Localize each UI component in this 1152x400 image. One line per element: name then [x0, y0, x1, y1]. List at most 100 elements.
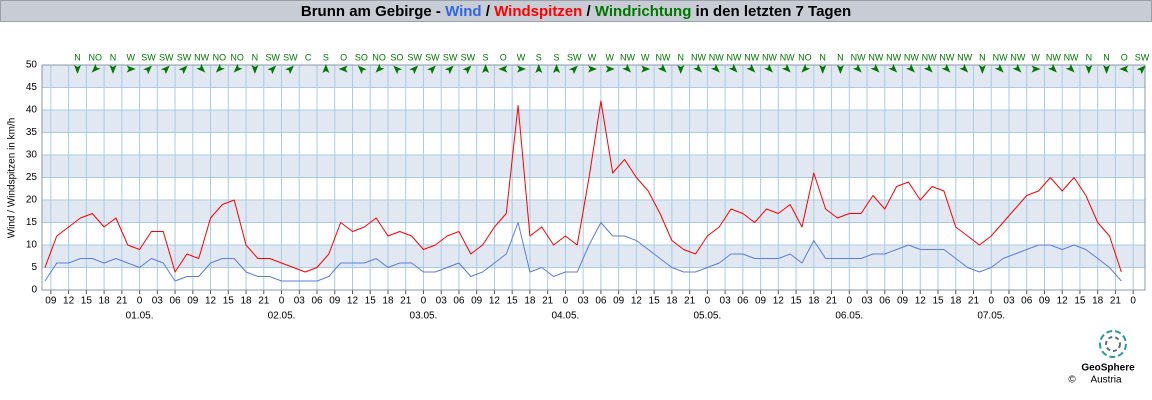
- x-tick-label: 03: [861, 296, 873, 307]
- y-tick-label: 25: [26, 172, 38, 183]
- band: [42, 245, 1145, 268]
- wind-direction-label: W: [126, 52, 135, 62]
- wind-direction-arrow: [657, 63, 667, 73]
- wind-direction-label: SW: [177, 52, 192, 62]
- wind-direction-label: N: [819, 52, 826, 62]
- wind-direction-label: NW: [1010, 52, 1025, 62]
- band: [42, 200, 1145, 223]
- wind-direction-arrow: [693, 63, 703, 73]
- wind-direction-label: NW: [904, 52, 919, 62]
- x-tick-label: 18: [240, 296, 252, 307]
- wind-direction-label: SW: [443, 52, 458, 62]
- title-part: Windspitzen: [494, 3, 582, 20]
- wind-direction-arrow: [941, 63, 951, 73]
- x-tick-label: 12: [915, 296, 927, 307]
- x-tick-label: 21: [826, 296, 838, 307]
- wind-direction-arrow: [710, 63, 720, 73]
- logo-mark: [1105, 336, 1121, 352]
- wind-direction-arrow: [498, 65, 508, 73]
- wind-direction-arrow: [482, 64, 490, 73]
- wind-direction-arrow: [836, 65, 844, 74]
- chart-title: Brunn am Gebirge - Wind / Windspitzen / …: [301, 3, 851, 20]
- x-tick-label: 15: [507, 296, 519, 307]
- x-tick-label: 18: [382, 296, 394, 307]
- wind-direction-label: SW: [567, 52, 582, 62]
- wind-direction-label: N: [837, 52, 844, 62]
- wind-direction-label: O: [340, 52, 347, 62]
- wind-direction-arrow: [1103, 65, 1111, 74]
- x-tick-label: 06: [1021, 296, 1033, 307]
- x-tick-label: 15: [932, 296, 944, 307]
- wind-direction-arrow: [764, 63, 773, 73]
- x-tick-label: 03: [1003, 296, 1015, 307]
- wind-direction-label: NW: [939, 52, 954, 62]
- title-part: in den letzten 7 Tagen: [691, 3, 851, 20]
- wind-direction-arrow: [923, 63, 933, 73]
- y-tick-label: 5: [31, 262, 37, 273]
- wind-direction-label: NW: [691, 52, 706, 62]
- x-tick-label: 09: [329, 296, 341, 307]
- x-tick-label: 18: [1092, 296, 1104, 307]
- wind-direction-label: SW: [461, 52, 476, 62]
- wind-direction-label: O: [1121, 52, 1128, 62]
- logo-mark: [1099, 330, 1127, 358]
- x-tick-label: 12: [631, 296, 643, 307]
- x-tick-label: 0: [847, 296, 853, 307]
- wind-direction-label: SW: [159, 52, 174, 62]
- y-tick-label: 40: [26, 105, 38, 116]
- wind-direction-arrow: [1048, 63, 1057, 73]
- wind-direction-arrow: [1012, 63, 1022, 73]
- wind-direction-label: SW: [1135, 52, 1150, 62]
- wind-direction-label: NW: [744, 52, 759, 62]
- wind-direction-label: N: [74, 52, 81, 62]
- x-tick-label: 15: [649, 296, 661, 307]
- wind-direction-arrow: [338, 65, 348, 73]
- wind-direction-arrow: [677, 65, 685, 74]
- x-tick-label: 15: [365, 296, 377, 307]
- date-label: 02.05.: [268, 311, 296, 322]
- x-tick-label: 09: [897, 296, 909, 307]
- x-tick-label: 06: [311, 296, 323, 307]
- wind-direction-arrow: [91, 63, 101, 73]
- wind-direction-label: SW: [425, 52, 440, 62]
- wind-direction-label: SW: [283, 52, 298, 62]
- wind-direction-arrow: [728, 63, 738, 73]
- wind-direction-arrow: [1031, 65, 1041, 73]
- x-tick-label: 0: [137, 296, 143, 307]
- wind-direction-arrow: [870, 63, 880, 73]
- wind-direction-arrow: [568, 65, 578, 75]
- x-tick-label: 03: [720, 296, 732, 307]
- wind-direction-label: N: [252, 52, 259, 62]
- date-label: 01.05.: [126, 311, 154, 322]
- x-tick-label: 06: [453, 296, 465, 307]
- wind-direction-arrow: [517, 65, 527, 73]
- x-tick-label: 06: [595, 296, 607, 307]
- x-tick-label: 06: [170, 296, 182, 307]
- wind-direction-arrow: [641, 65, 651, 73]
- wind-direction-label: N: [979, 52, 986, 62]
- x-tick-label: 09: [613, 296, 625, 307]
- x-tick-label: 12: [489, 296, 501, 307]
- wind-direction-label: SW: [141, 52, 156, 62]
- wind-direction-arrow: [393, 65, 403, 75]
- wind-direction-arrow: [605, 65, 615, 73]
- wind-direction-arrow: [427, 65, 436, 75]
- y-axis-label: Wind / Windspitzen in km/h: [7, 118, 18, 239]
- wind-direction-label: W: [588, 52, 597, 62]
- wind-direction-arrow: [357, 65, 367, 75]
- x-tick-label: 0: [988, 296, 994, 307]
- wind-direction-arrow: [409, 65, 419, 75]
- wind-direction-label: SW: [407, 52, 422, 62]
- wind-direction-arrow: [1085, 65, 1093, 74]
- wind-direction-arrow: [285, 65, 294, 75]
- x-tick-label: 0: [1130, 296, 1136, 307]
- logo: GeoSphere © Austria: [1068, 330, 1135, 386]
- wind-direction-label: W: [641, 52, 650, 62]
- wind-direction-label: SO: [390, 52, 403, 62]
- wind-direction-arrow: [251, 65, 259, 74]
- wind-direction-arrow: [852, 63, 862, 73]
- x-tick-label: 21: [1110, 296, 1122, 307]
- wind-direction-arrow: [888, 63, 898, 73]
- wind-direction-label: C: [305, 52, 312, 62]
